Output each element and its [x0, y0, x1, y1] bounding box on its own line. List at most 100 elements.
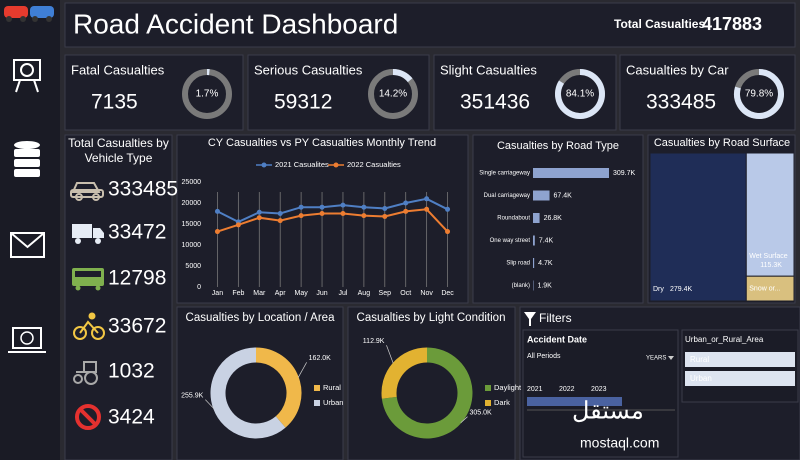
legend-dot [261, 162, 267, 168]
kpi-donut-arc [392, 69, 413, 83]
bar-category: One way street [490, 238, 531, 244]
date-slicer[interactable] [522, 329, 679, 458]
total-value: 417883 [702, 14, 762, 34]
bar-category: Dual carriageway [484, 193, 530, 199]
leader-line [205, 399, 215, 409]
donut-slice [255, 347, 302, 428]
leader-line [297, 362, 307, 378]
series-point [340, 211, 346, 216]
legend-label: Rural [323, 383, 341, 392]
series-point [445, 229, 451, 235]
x-tick-label: Jul [338, 290, 347, 297]
treemap-label: Snow or... [749, 285, 780, 292]
timeline-selection[interactable] [527, 397, 622, 406]
header-panel [64, 2, 796, 48]
legend-swatch [485, 400, 491, 406]
bar [533, 213, 540, 223]
total-label: Total Casualties [614, 17, 705, 31]
donut-slice [381, 347, 473, 439]
x-tick-label: Apr [275, 290, 287, 297]
line-panel [176, 134, 469, 304]
bar [533, 168, 609, 178]
treemap-label: Wet Surface [749, 253, 787, 260]
series-point [214, 208, 220, 214]
slicer-option[interactable]: Urban [690, 374, 712, 383]
slicer-button[interactable] [685, 352, 795, 367]
series-point [403, 200, 409, 206]
watermark-latin: mostaql.com [580, 435, 659, 451]
bar-value-label: 4.7K [538, 260, 553, 267]
legend-swatch [314, 400, 320, 406]
chart-title: CY Casualties vs PY Casualties Monthly T… [208, 137, 436, 149]
bar-value-label: 309.7K [613, 170, 636, 177]
series-line [217, 208, 449, 233]
slicer-button[interactable] [685, 371, 795, 386]
bar-category: Single carriageway [479, 171, 530, 177]
kpi-label: Serious Casualties [254, 62, 363, 77]
leader-line [386, 345, 394, 364]
slicer-option[interactable]: Rural [690, 355, 709, 364]
kpi-label: Casualties by Car [626, 62, 729, 77]
kpi-value: 351436 [460, 91, 530, 114]
kpi-share-label: 79.8% [745, 89, 773, 100]
x-tick-label: Aug [358, 290, 371, 297]
series-point [382, 205, 388, 211]
series-point [382, 213, 388, 219]
donut-value-label: 162.0K [309, 355, 332, 362]
chart-title: Casualties by Location / Area [186, 312, 336, 324]
series-point [424, 206, 430, 212]
series-line [217, 197, 448, 224]
y-tick-label: 5000 [185, 263, 201, 270]
series-point [214, 229, 220, 235]
treemap-cell [745, 275, 795, 302]
bar-category: (blank) [512, 283, 530, 289]
bar-category: Roundabout [497, 216, 530, 222]
legend-label: Daylight [494, 383, 522, 392]
bar [533, 235, 535, 246]
kpi-value: 7135 [91, 91, 138, 114]
donut-slice [210, 347, 286, 439]
series-point [256, 209, 262, 215]
year-label[interactable]: 2022 [559, 386, 575, 393]
x-tick-label: Feb [232, 290, 244, 297]
kpi-label: Slight Casualties [440, 62, 537, 77]
series-point [298, 213, 304, 219]
dashboard-title: Road Accident Dashboard [73, 8, 398, 39]
slicer-title: Urban_or_Rural_Area [685, 335, 764, 344]
vehicle-value: 33672 [108, 315, 166, 338]
year-label[interactable]: 2021 [527, 386, 543, 393]
kpi-value: 59312 [274, 91, 332, 114]
series-point [445, 206, 451, 212]
watermark-arabic: مستقل [572, 397, 644, 424]
chart-title: Casualties by Light Condition [357, 312, 506, 324]
year-label[interactable]: 2023 [591, 386, 607, 393]
treemap-cell [745, 152, 795, 277]
funnel-icon [524, 312, 536, 326]
donut-value-label: 305.0K [470, 410, 493, 417]
leader-line [460, 416, 468, 424]
series-point [319, 211, 325, 216]
bar-category: Slip road [506, 261, 530, 267]
kpi-share-label: 84.1% [566, 89, 594, 100]
vehicle-value: 3424 [108, 406, 155, 429]
x-tick-label: May [295, 290, 309, 297]
series-point [277, 218, 283, 224]
y-tick-label: 25000 [182, 179, 202, 186]
years-dropdown-arrow[interactable] [668, 356, 674, 360]
filters-title: Filters [539, 311, 572, 325]
series-point [424, 196, 430, 202]
bar-panel [472, 134, 644, 304]
vehicle-value: 1032 [108, 360, 155, 383]
sidebar [0, 0, 60, 460]
kpi-value: 333485 [646, 91, 716, 114]
bar [533, 258, 535, 268]
bar [533, 190, 550, 201]
vehicle-value: 12798 [108, 267, 166, 290]
x-tick-label: Nov [420, 290, 433, 297]
donut-value-label: 112.9K [363, 338, 385, 345]
y-tick-label: 15000 [182, 221, 202, 228]
x-tick-label: Sep [379, 290, 392, 297]
x-tick-label: Dec [441, 290, 454, 297]
kpi-donut-arc [734, 69, 784, 119]
unit-label[interactable]: YEARS [646, 356, 666, 362]
